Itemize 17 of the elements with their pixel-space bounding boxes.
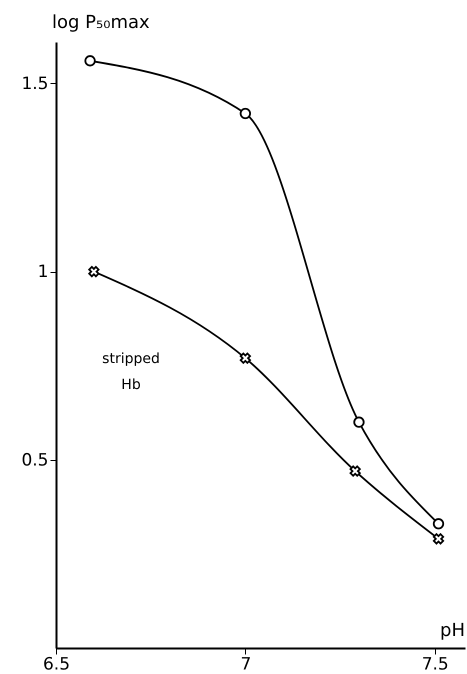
point — [432, 533, 444, 544]
x-tick-label: 6.5 — [42, 654, 70, 674]
y-tick-label: 1.5 — [21, 74, 48, 94]
point — [88, 266, 100, 278]
y-axis-title: log P₅₀max — [52, 12, 150, 33]
point — [353, 416, 365, 428]
x-tick-label: 7 — [240, 654, 252, 674]
x-tick-label: 7.5 — [422, 654, 449, 674]
point — [240, 352, 251, 364]
annotation: stripped Hb — [102, 351, 160, 393]
x-axis-title: pH — [440, 620, 465, 641]
y-tick-label: 1 — [38, 262, 48, 282]
point — [240, 108, 251, 120]
y-tick-label: 0.5 — [21, 450, 48, 470]
point — [84, 55, 96, 66]
point — [432, 518, 444, 530]
point — [350, 466, 361, 477]
